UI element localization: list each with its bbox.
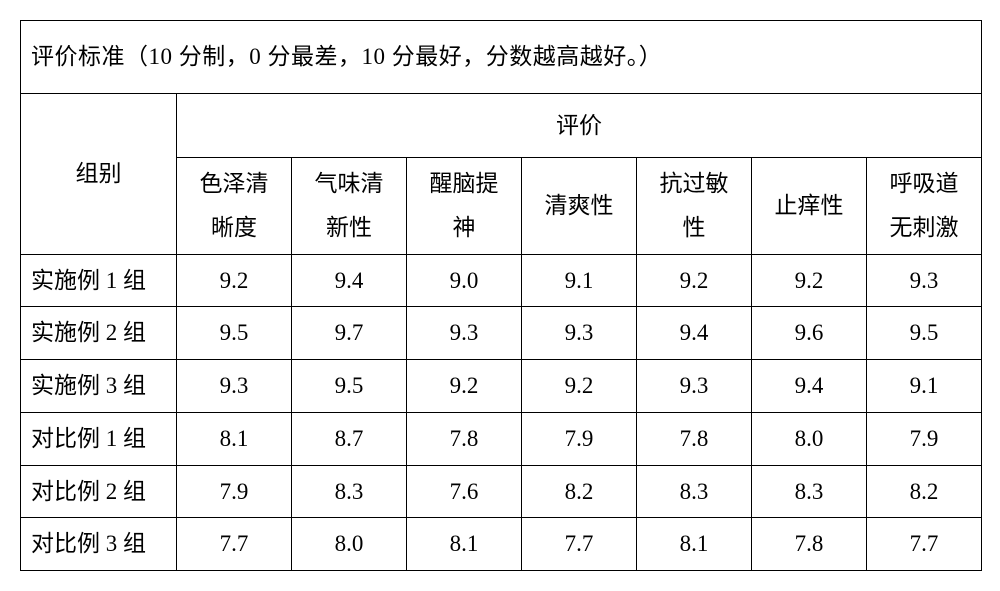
cell: 9.1 — [522, 254, 637, 307]
group-header: 组别 — [21, 93, 177, 254]
cell: 9.6 — [752, 307, 867, 360]
cell: 8.3 — [752, 465, 867, 518]
cell: 9.3 — [637, 360, 752, 413]
cell: 7.9 — [177, 465, 292, 518]
cell: 9.3 — [522, 307, 637, 360]
cell: 7.8 — [637, 412, 752, 465]
cell: 7.7 — [522, 518, 637, 571]
col-header-6: 呼吸道无刺激 — [867, 158, 982, 254]
cell: 8.2 — [867, 465, 982, 518]
header-row-1: 组别 评价 — [21, 93, 982, 158]
table-row: 实施例 1 组 9.2 9.4 9.0 9.1 9.2 9.2 9.3 — [21, 254, 982, 307]
cell: 7.8 — [752, 518, 867, 571]
row-name-4: 对比例 2 组 — [21, 465, 177, 518]
cell: 9.3 — [407, 307, 522, 360]
cell: 9.1 — [867, 360, 982, 413]
cell: 7.7 — [177, 518, 292, 571]
cell: 7.9 — [867, 412, 982, 465]
table-row: 实施例 3 组 9.3 9.5 9.2 9.2 9.3 9.4 9.1 — [21, 360, 982, 413]
table-row: 对比例 2 组 7.9 8.3 7.6 8.2 8.3 8.3 8.2 — [21, 465, 982, 518]
cell: 9.2 — [522, 360, 637, 413]
cell: 7.6 — [407, 465, 522, 518]
col-header-5: 止痒性 — [752, 158, 867, 254]
criteria-text: 评价标准（10 分制，0 分最差，10 分最好，分数越高越好。） — [21, 21, 982, 94]
cell: 8.0 — [292, 518, 407, 571]
cell: 9.2 — [637, 254, 752, 307]
cell: 7.7 — [867, 518, 982, 571]
cell: 9.4 — [637, 307, 752, 360]
cell: 9.5 — [292, 360, 407, 413]
cell: 8.3 — [292, 465, 407, 518]
evaluation-table: 评价标准（10 分制，0 分最差，10 分最好，分数越高越好。） 组别 评价 色… — [20, 20, 982, 571]
row-name-3: 对比例 1 组 — [21, 412, 177, 465]
cell: 9.0 — [407, 254, 522, 307]
row-name-5: 对比例 3 组 — [21, 518, 177, 571]
row-name-0: 实施例 1 组 — [21, 254, 177, 307]
col-header-0: 色泽清晰度 — [177, 158, 292, 254]
cell: 9.5 — [867, 307, 982, 360]
cell: 8.1 — [637, 518, 752, 571]
table-row: 实施例 2 组 9.5 9.7 9.3 9.3 9.4 9.6 9.5 — [21, 307, 982, 360]
cell: 9.2 — [752, 254, 867, 307]
cell: 9.2 — [177, 254, 292, 307]
cell: 9.5 — [177, 307, 292, 360]
cell: 7.8 — [407, 412, 522, 465]
col-header-1: 气味清新性 — [292, 158, 407, 254]
cell: 9.2 — [407, 360, 522, 413]
cell: 8.1 — [177, 412, 292, 465]
cell: 8.3 — [637, 465, 752, 518]
cell: 8.2 — [522, 465, 637, 518]
table-row: 对比例 3 组 7.7 8.0 8.1 7.7 8.1 7.8 7.7 — [21, 518, 982, 571]
cell: 9.4 — [752, 360, 867, 413]
cell: 8.0 — [752, 412, 867, 465]
cell: 9.3 — [867, 254, 982, 307]
cell: 8.1 — [407, 518, 522, 571]
table-row: 对比例 1 组 8.1 8.7 7.8 7.9 7.8 8.0 7.9 — [21, 412, 982, 465]
cell: 7.9 — [522, 412, 637, 465]
eval-header: 评价 — [177, 93, 982, 158]
cell: 9.7 — [292, 307, 407, 360]
col-header-3: 清爽性 — [522, 158, 637, 254]
col-header-4: 抗过敏性 — [637, 158, 752, 254]
row-name-2: 实施例 3 组 — [21, 360, 177, 413]
cell: 9.3 — [177, 360, 292, 413]
row-name-1: 实施例 2 组 — [21, 307, 177, 360]
col-header-2: 醒脑提神 — [407, 158, 522, 254]
criteria-row: 评价标准（10 分制，0 分最差，10 分最好，分数越高越好。） — [21, 21, 982, 94]
cell: 9.4 — [292, 254, 407, 307]
cell: 8.7 — [292, 412, 407, 465]
